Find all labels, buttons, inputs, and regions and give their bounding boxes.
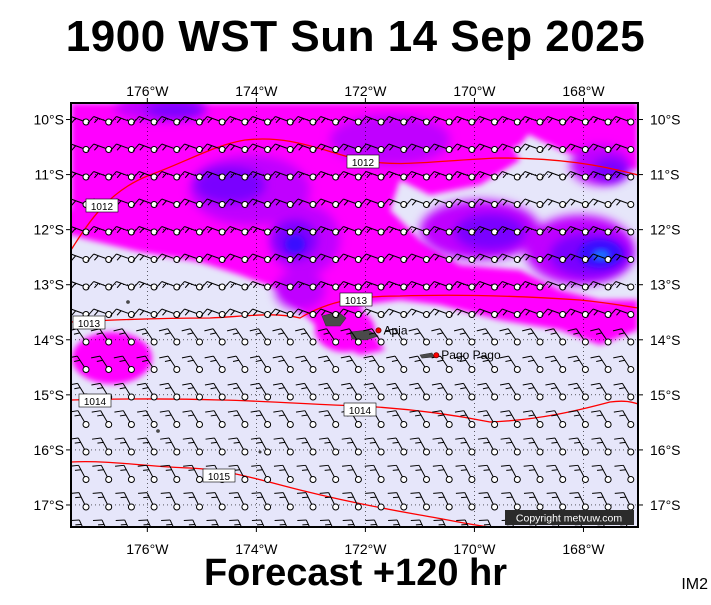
lat-label-right: 17°S xyxy=(650,497,681,513)
lon-label-top: 172°W xyxy=(344,83,387,99)
isobar-label-1013: 1013 xyxy=(340,293,372,307)
lat-label-left: 14°S xyxy=(33,332,64,348)
forecast-label: Forecast +120 hr xyxy=(0,552,711,595)
svg-text:1013: 1013 xyxy=(78,319,101,330)
svg-text:1013: 1013 xyxy=(345,296,368,307)
svg-text:1012: 1012 xyxy=(352,158,375,169)
lat-label-left: 11°S xyxy=(35,167,64,183)
isobar-label-1015: 1015 xyxy=(203,469,235,483)
lat-label-right: 13°S xyxy=(650,277,681,293)
copyright-box: Copyright metvuw.com xyxy=(505,510,634,525)
lon-label-top: 170°W xyxy=(453,83,496,99)
lon-label-top: 168°W xyxy=(562,83,605,99)
lat-label-right: 15°S xyxy=(650,387,681,403)
lat-label-right: 12°S xyxy=(650,222,681,238)
lat-label-left: 13°S xyxy=(33,277,64,293)
copyright-text: Copyright metvuw.com xyxy=(516,513,622,525)
svg-text:1015: 1015 xyxy=(208,472,231,483)
isobar-label-1012: 1012 xyxy=(86,199,118,213)
lat-label-right: 10°S xyxy=(650,112,681,128)
lat-label-right: 14°S xyxy=(650,332,681,348)
lat-label-right: 11°S xyxy=(650,167,679,183)
lat-label-left: 16°S xyxy=(33,442,64,458)
lon-label-top: 174°W xyxy=(235,83,278,99)
place-marker-pago-pago: Pago Pago xyxy=(434,348,501,362)
isobar-label-1014: 1014 xyxy=(79,394,111,408)
lon-label-top: 176°W xyxy=(126,83,169,99)
svg-text:1012: 1012 xyxy=(91,202,114,213)
svg-text:1014: 1014 xyxy=(84,397,107,408)
lat-label-left: 12°S xyxy=(33,222,64,238)
isobar-label-1014: 1014 xyxy=(344,403,376,417)
lat-label-left: 17°S xyxy=(33,497,64,513)
image-code: IM2 xyxy=(681,576,708,594)
isobar-label-1013: 1013 xyxy=(73,316,105,330)
isobar-label-1012: 1012 xyxy=(347,155,379,169)
svg-text:1014: 1014 xyxy=(349,406,372,417)
place-name: Apia xyxy=(383,323,407,337)
lat-label-right: 16°S xyxy=(650,442,681,458)
place-name: Pago Pago xyxy=(441,348,501,362)
lat-label-left: 10°S xyxy=(33,112,64,128)
lat-label-left: 15°S xyxy=(33,387,64,403)
